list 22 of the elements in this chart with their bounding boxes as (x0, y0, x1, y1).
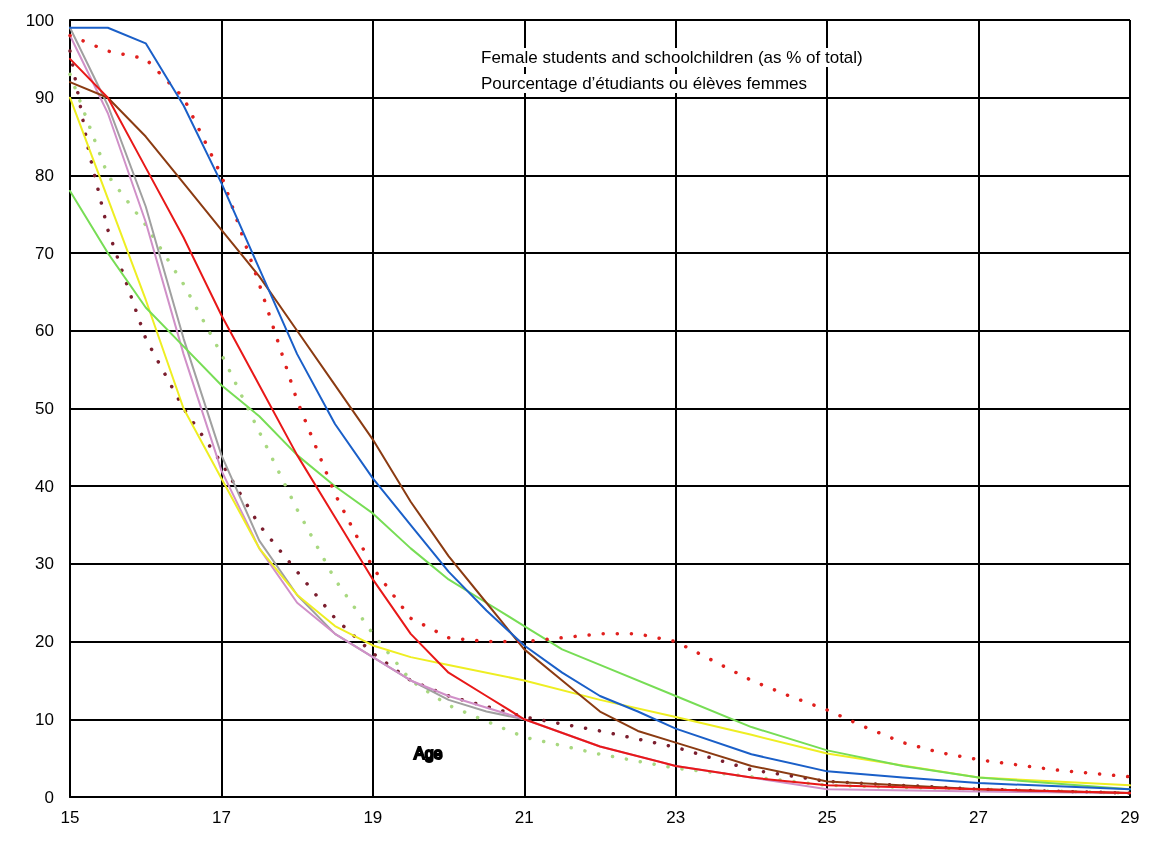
y-tick-label: 30 (35, 554, 54, 574)
x-tick-label: 17 (211, 808, 231, 827)
y-tick-label: 90 (35, 88, 54, 108)
y-tick-label: 80 (35, 165, 54, 185)
y-tick-label: 50 (35, 399, 54, 418)
x-tick-label: 29 (1120, 808, 1140, 827)
x-tick-label: 25 (817, 808, 837, 827)
y-tick-label: 20 (35, 632, 54, 652)
x-tick-label: 15 (60, 808, 80, 827)
x-axis-title: Age (414, 744, 443, 762)
y-tick-label: 60 (35, 321, 54, 341)
x-tick-label: 27 (969, 808, 989, 827)
y-tick-label: 70 (35, 243, 54, 263)
text: Female students and schoolchildren (as % of total) (481, 48, 863, 67)
y-tick-label: 0 (44, 787, 54, 807)
y-tick-label: 40 (35, 476, 54, 496)
x-tick-label: 19 (363, 808, 383, 827)
x-tick-label: 21 (514, 808, 534, 827)
x-tick-label: 23 (666, 808, 686, 827)
text: Pourcentage d’étudiants ou élèves femmes (481, 74, 808, 93)
y-tick-label: 10 (35, 709, 54, 729)
y-tick-label: 100 (25, 10, 54, 30)
